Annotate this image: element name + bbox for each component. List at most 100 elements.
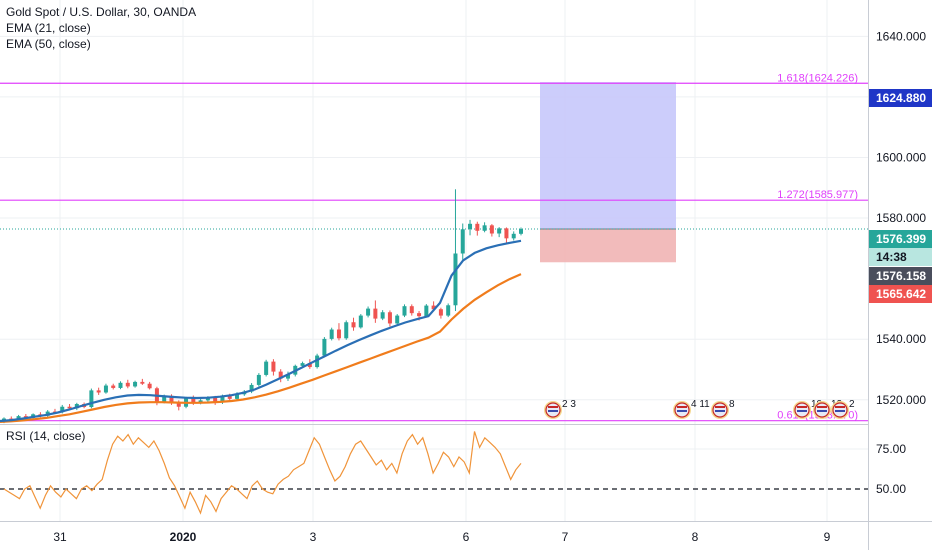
position-target-zone[interactable] <box>540 82 676 229</box>
candle-body[interactable] <box>380 312 385 319</box>
candle-body[interactable] <box>147 383 152 389</box>
badge-countdown[interactable] <box>869 248 932 266</box>
candle-body[interactable] <box>133 381 138 387</box>
candle-body[interactable] <box>60 406 65 413</box>
candle-body[interactable] <box>205 397 210 401</box>
candle-body[interactable] <box>475 223 480 231</box>
candle-body[interactable] <box>278 371 283 379</box>
candle-body[interactable] <box>453 253 458 306</box>
candle-body[interactable] <box>497 228 502 234</box>
price-tick-label: 1540.000 <box>876 332 926 346</box>
candle-body[interactable] <box>351 322 356 328</box>
candle-body[interactable] <box>264 361 269 375</box>
legend-ema21[interactable]: EMA (21, close) <box>6 21 91 35</box>
candle-body[interactable] <box>285 374 290 379</box>
candle-body[interactable] <box>271 361 276 372</box>
candle-body[interactable] <box>417 313 422 317</box>
candle-body[interactable] <box>125 382 130 387</box>
candle-body[interactable] <box>74 404 79 409</box>
legend-rsi[interactable]: RSI (14, close) <box>6 429 86 443</box>
legend-ema50[interactable]: EMA (50, close) <box>6 37 91 51</box>
badge-countdown-text: 14:38 <box>876 250 907 264</box>
event-flag-stripe <box>677 410 687 412</box>
rsi-line[interactable] <box>3 431 522 515</box>
candle-body[interactable] <box>300 363 305 366</box>
candle-body[interactable] <box>395 315 400 324</box>
candle-body[interactable] <box>468 223 473 230</box>
event-flag-stripe <box>677 406 687 408</box>
candle-body[interactable] <box>482 225 487 231</box>
event-label: 4 11 <box>691 399 710 410</box>
candle-body[interactable] <box>256 374 261 385</box>
time-tick-label: 6 <box>463 530 470 544</box>
candle-body[interactable] <box>329 329 334 339</box>
ema50-line[interactable] <box>0 273 522 423</box>
rsi-tick-label: 50.00 <box>876 482 906 496</box>
candle-body[interactable] <box>118 382 123 388</box>
time-tick-label: 9 <box>824 530 831 544</box>
candle-body[interactable] <box>249 384 254 392</box>
candle-body[interactable] <box>307 363 312 368</box>
event-label: 2 <box>849 399 855 410</box>
candle-body[interactable] <box>504 228 509 239</box>
candle-body[interactable] <box>103 385 108 393</box>
candle-body[interactable] <box>162 395 167 402</box>
candle-body[interactable] <box>96 390 101 393</box>
candle-body[interactable] <box>322 338 327 356</box>
event-label: 8 <box>729 399 735 410</box>
time-tick-label: 3 <box>310 530 317 544</box>
position-stop-zone[interactable] <box>540 228 676 263</box>
candle-body[interactable] <box>424 305 429 317</box>
event-flag-stripe <box>817 410 827 412</box>
candle-body[interactable] <box>460 229 465 254</box>
candle-body[interactable] <box>519 228 523 234</box>
badge-ema50-text: 1565.642 <box>876 287 926 301</box>
candle-body[interactable] <box>213 397 218 403</box>
candle-body[interactable] <box>191 398 196 403</box>
candle-body[interactable] <box>511 233 516 239</box>
candle-body[interactable] <box>220 396 225 403</box>
price-tick-label: 1580.000 <box>876 211 926 225</box>
candle-body[interactable] <box>169 395 174 403</box>
candle-body[interactable] <box>89 390 94 408</box>
candle-body[interactable] <box>344 322 349 339</box>
candle-body[interactable] <box>315 355 320 368</box>
candle-body[interactable] <box>409 306 414 314</box>
event-flag-stripe <box>835 406 845 408</box>
rsi-tick-label: 75.00 <box>876 442 906 456</box>
candle-body[interactable] <box>402 306 407 316</box>
time-tick-label: 8 <box>692 530 699 544</box>
ema21-line[interactable] <box>0 239 522 423</box>
badge-fib-1618[interactable] <box>869 89 932 107</box>
candle-body[interactable] <box>111 385 116 388</box>
candle-body[interactable] <box>366 308 371 316</box>
event-flag-stripe <box>835 410 845 412</box>
badge-ema50[interactable] <box>869 285 932 303</box>
event-flag-stripe <box>548 406 558 408</box>
event-flag-stripe <box>797 410 807 412</box>
candle-body[interactable] <box>438 309 443 316</box>
candle-body[interactable] <box>387 312 392 324</box>
badge-current-price-text: 1576.399 <box>876 232 926 246</box>
price-tick-label: 1520.000 <box>876 393 926 407</box>
candle-body[interactable] <box>176 402 181 407</box>
badge-ema21[interactable] <box>869 267 932 285</box>
candle-body[interactable] <box>140 381 145 384</box>
candle-body[interactable] <box>358 315 363 328</box>
candle-body[interactable] <box>67 406 72 409</box>
candle-body[interactable] <box>489 225 494 234</box>
candle-body[interactable] <box>198 400 203 403</box>
candle-body[interactable] <box>373 308 378 319</box>
candle-body[interactable] <box>336 329 341 339</box>
candle-body[interactable] <box>227 396 232 399</box>
badge-fib-1618-text: 1624.880 <box>876 91 926 105</box>
fib-label: 1.618(1624.226) <box>777 72 858 84</box>
candle-body[interactable] <box>446 305 451 316</box>
badge-current-price[interactable] <box>869 230 932 248</box>
candle-body[interactable] <box>235 394 240 399</box>
price-tick-label: 1600.000 <box>876 150 926 164</box>
legend-symbol[interactable]: Gold Spot / U.S. Dollar, 30, OANDA <box>6 5 197 19</box>
candle-body[interactable] <box>431 305 436 310</box>
